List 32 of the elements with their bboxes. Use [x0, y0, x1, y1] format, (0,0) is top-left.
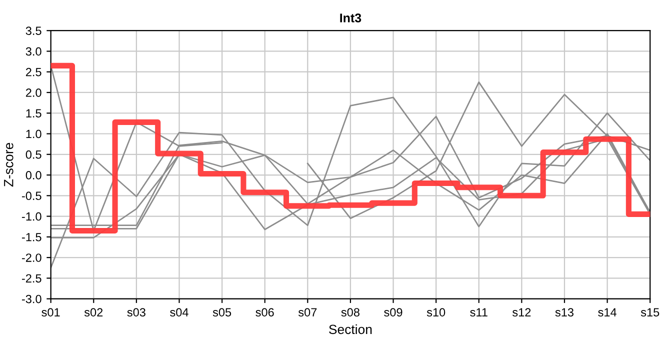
x-tick-label: s14	[598, 308, 616, 316]
y-tick-label: 2.0	[26, 88, 42, 97]
x-tick-label: s15	[640, 308, 660, 316]
x-tick-label: s04	[170, 308, 188, 316]
y-tick-label: 3.5	[26, 26, 42, 35]
x-tick-label: s09	[384, 308, 402, 316]
y-tick-label: -0.5	[22, 192, 42, 200]
y-tick-label: 0.0	[26, 171, 42, 180]
y-tick-label: -3.0	[22, 294, 42, 304]
x-tick-label: s05	[212, 308, 232, 316]
x-tick-label: s03	[127, 308, 146, 316]
x-tick-label: s10	[426, 308, 446, 316]
y-axis-title: Z-score	[4, 142, 14, 187]
x-tick-label: s08	[341, 308, 360, 316]
x-tick-label: s12	[512, 308, 531, 316]
x-tick-label: s01	[42, 308, 60, 316]
x-tick-label: s11	[470, 308, 488, 316]
y-tick-label: 1.0	[26, 130, 42, 138]
y-tick-label: 1.5	[26, 109, 42, 118]
x-tick-label: s07	[298, 308, 317, 316]
y-tick-label: 3.0	[26, 47, 42, 56]
x-tick-label: s13	[555, 308, 574, 316]
x-axis-title: Section	[329, 324, 372, 334]
x-tick-label: s06	[256, 308, 274, 316]
y-tick-label: 0.5	[26, 150, 42, 159]
y-tick-label: -1.0	[22, 212, 42, 221]
y-tick-label: -2.0	[22, 254, 42, 262]
y-tick-label: -2.5	[22, 274, 42, 283]
y-tick-label: -1.5	[22, 233, 42, 242]
chart-title: Int3	[340, 14, 362, 22]
x-tick-label: s02	[84, 308, 103, 316]
y-tick-label: 2.5	[26, 68, 42, 76]
